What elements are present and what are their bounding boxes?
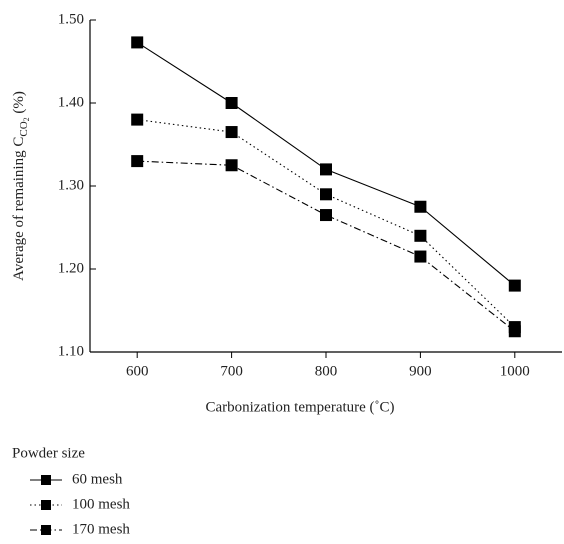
x-tick-label: 800: [315, 363, 338, 379]
x-tick-label: 700: [220, 363, 243, 379]
marker: [508, 279, 521, 292]
marker: [320, 209, 332, 222]
y-label-part: Average of remaining C: [11, 137, 27, 281]
marker: [508, 325, 521, 338]
marker: [131, 155, 144, 168]
series-line: [137, 119, 516, 328]
legend-marker: [41, 475, 51, 485]
marker: [414, 229, 427, 242]
legend-label: 60 mesh: [72, 471, 123, 487]
marker: [225, 159, 238, 172]
legend-title: Powder size: [12, 445, 85, 461]
y-axis-label: Average of remaining CCO2 (%): [11, 91, 30, 281]
x-axis-label: Carbonization temperature (˚C): [205, 399, 394, 415]
y-tick-label: 1.30: [58, 177, 84, 193]
legend-label: 170 mesh: [72, 521, 130, 537]
marker: [320, 188, 332, 201]
y-label-sub: CO: [18, 121, 30, 136]
marker: [225, 97, 238, 109]
y-tick-label: 1.10: [58, 343, 84, 359]
marker: [414, 200, 427, 213]
y-tick-label: 1.50: [58, 11, 84, 27]
x-tick-label: 600: [126, 363, 149, 379]
x-tick-label: 1000: [500, 363, 530, 379]
y-tick-label: 1.20: [58, 260, 84, 276]
legend-marker: [41, 500, 51, 510]
marker: [131, 113, 144, 126]
legend-label: 100 mesh: [72, 496, 130, 512]
marker: [320, 163, 332, 176]
marker: [131, 36, 144, 49]
x-tick-label: 900: [409, 363, 432, 379]
series-line: [137, 160, 516, 332]
y-label-sub2: 2: [22, 117, 31, 121]
y-label-part: (%): [11, 91, 27, 117]
y-tick-label: 1.40: [58, 94, 84, 110]
marker: [414, 250, 427, 263]
marker: [225, 126, 238, 139]
legend-marker: [41, 525, 51, 535]
